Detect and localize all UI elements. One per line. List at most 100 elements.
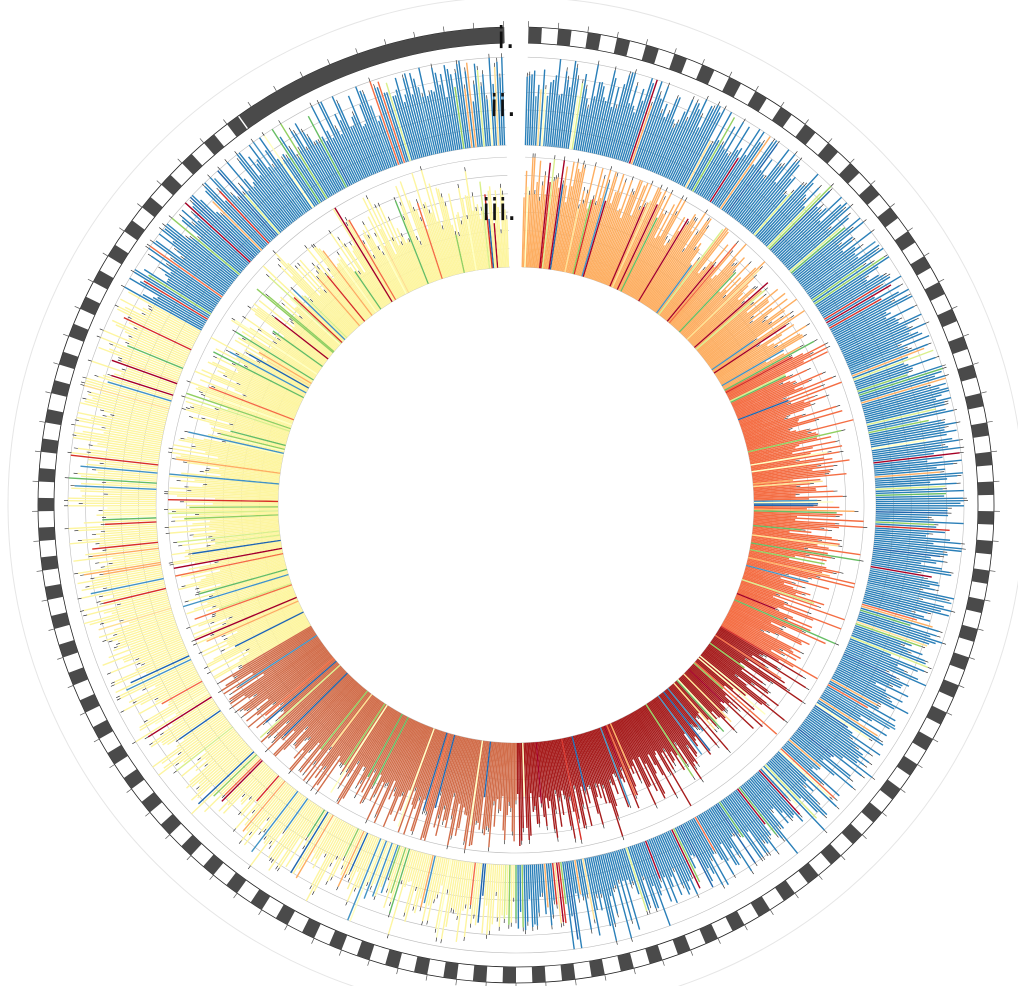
iii-bar-edge: [686, 744, 690, 749]
iii-bar-edge: [616, 172, 619, 177]
ii-bar: [256, 159, 301, 218]
iii-bar: [661, 231, 729, 318]
ii-bar-edge: [118, 357, 123, 360]
iii-bar-edge: [362, 221, 365, 226]
iii-bar-edge: [464, 849, 466, 854]
iii-bar-edge: [188, 553, 193, 555]
ii-bar-edge: [883, 272, 887, 276]
iii-bar-edge: [559, 797, 561, 802]
iii-bar: [379, 206, 418, 289]
ii-bar-edge: [728, 152, 732, 157]
ii-bar: [332, 137, 357, 184]
ii-bar: [873, 452, 960, 464]
ideogram-tick: [338, 949, 342, 956]
ii-bar-edge: [586, 84, 588, 89]
iii-bar-edge: [734, 729, 738, 734]
iii-bar: [568, 193, 588, 274]
ii-bar-edge: [820, 782, 825, 786]
iii-bar-edge: [240, 715, 245, 719]
ii-bar-edge: [895, 677, 900, 680]
ii-bar: [92, 547, 159, 558]
ii-bar: [419, 854, 432, 899]
ii-bar-edge: [706, 95, 709, 100]
ideogram-tick: [258, 909, 263, 916]
iii-bar: [210, 375, 298, 413]
iii-bar: [349, 706, 392, 774]
ii-bar: [140, 643, 185, 664]
ii-bar: [143, 280, 208, 320]
ii-bar: [853, 628, 923, 656]
iii-bar: [283, 336, 324, 366]
ideogram-tick: [93, 738, 100, 743]
ii-bar: [652, 837, 674, 888]
iii-bar-edge: [697, 257, 700, 261]
ideogram-segment: [613, 37, 631, 57]
ii-bar-edge: [830, 183, 834, 187]
ii-bar-edge: [386, 888, 388, 893]
iii-bar: [355, 713, 402, 795]
ii-bar-edge: [851, 237, 856, 241]
ii-bar: [854, 624, 912, 647]
ii-bar: [657, 111, 686, 175]
ii-bar: [755, 772, 795, 816]
ii-bar: [672, 127, 700, 182]
ii-bar: [770, 758, 828, 816]
ii-bar: [871, 557, 943, 570]
ii-bar-edge: [908, 326, 913, 329]
ii-bar: [617, 849, 629, 881]
iii-bar: [282, 658, 336, 704]
iii-bar: [744, 569, 802, 588]
ii-bar: [109, 348, 181, 377]
ii-bar: [268, 802, 315, 871]
ii-bar-edge: [772, 138, 776, 143]
iii-bar: [426, 733, 451, 812]
ii-bar: [122, 636, 182, 661]
ii-bar: [649, 97, 681, 172]
iii-bar: [248, 619, 309, 654]
iii-bar: [382, 719, 414, 783]
iii-bar: [493, 223, 499, 268]
iii-bar-edge: [273, 341, 277, 345]
ii-bar: [340, 830, 363, 876]
ii-bar: [73, 549, 159, 562]
ii-bar: [100, 585, 166, 603]
ideogram-segment: [585, 32, 602, 51]
ii-bar: [841, 313, 922, 353]
ii-bar: [305, 822, 349, 902]
iii-bar-edge: [271, 314, 276, 318]
ii-bar: [593, 100, 607, 154]
iii-bar: [650, 228, 708, 310]
iii-bar: [420, 169, 452, 277]
ii-bar: [863, 597, 912, 612]
iii-bar: [734, 372, 823, 412]
iii-bar: [721, 623, 818, 680]
ii-bar: [718, 801, 745, 838]
iii-bar-edge: [272, 332, 276, 336]
ii-bar-edge: [803, 182, 808, 186]
ideogram-segment: [301, 918, 321, 939]
ii-bar-edge: [903, 670, 908, 673]
ii-bar-edge: [309, 885, 312, 890]
ii-bar: [802, 721, 858, 764]
ii-bar: [636, 98, 662, 167]
iii-bar: [693, 302, 743, 347]
ii-bar: [667, 831, 699, 895]
ideogram-segment: [443, 961, 459, 980]
iii-bar: [569, 166, 597, 274]
ii-bar-edge: [952, 409, 957, 411]
iii-bar: [275, 252, 353, 334]
ideogram-segment: [937, 308, 958, 328]
iii-bar-edge: [737, 708, 741, 712]
iii-bar-edge: [253, 693, 257, 697]
ii-bar-edge: [863, 764, 868, 768]
iii-bar-edge: [584, 164, 586, 169]
iii-bar: [348, 219, 397, 301]
iii-bar: [429, 213, 450, 277]
ii-bar-edge: [582, 79, 584, 84]
iii-bar: [250, 307, 326, 364]
iii-bar: [609, 723, 631, 770]
ii-bar: [271, 800, 312, 858]
ii-bar-edge: [861, 775, 865, 779]
iii-bar: [748, 444, 800, 457]
ii-bar-edge: [158, 266, 162, 270]
